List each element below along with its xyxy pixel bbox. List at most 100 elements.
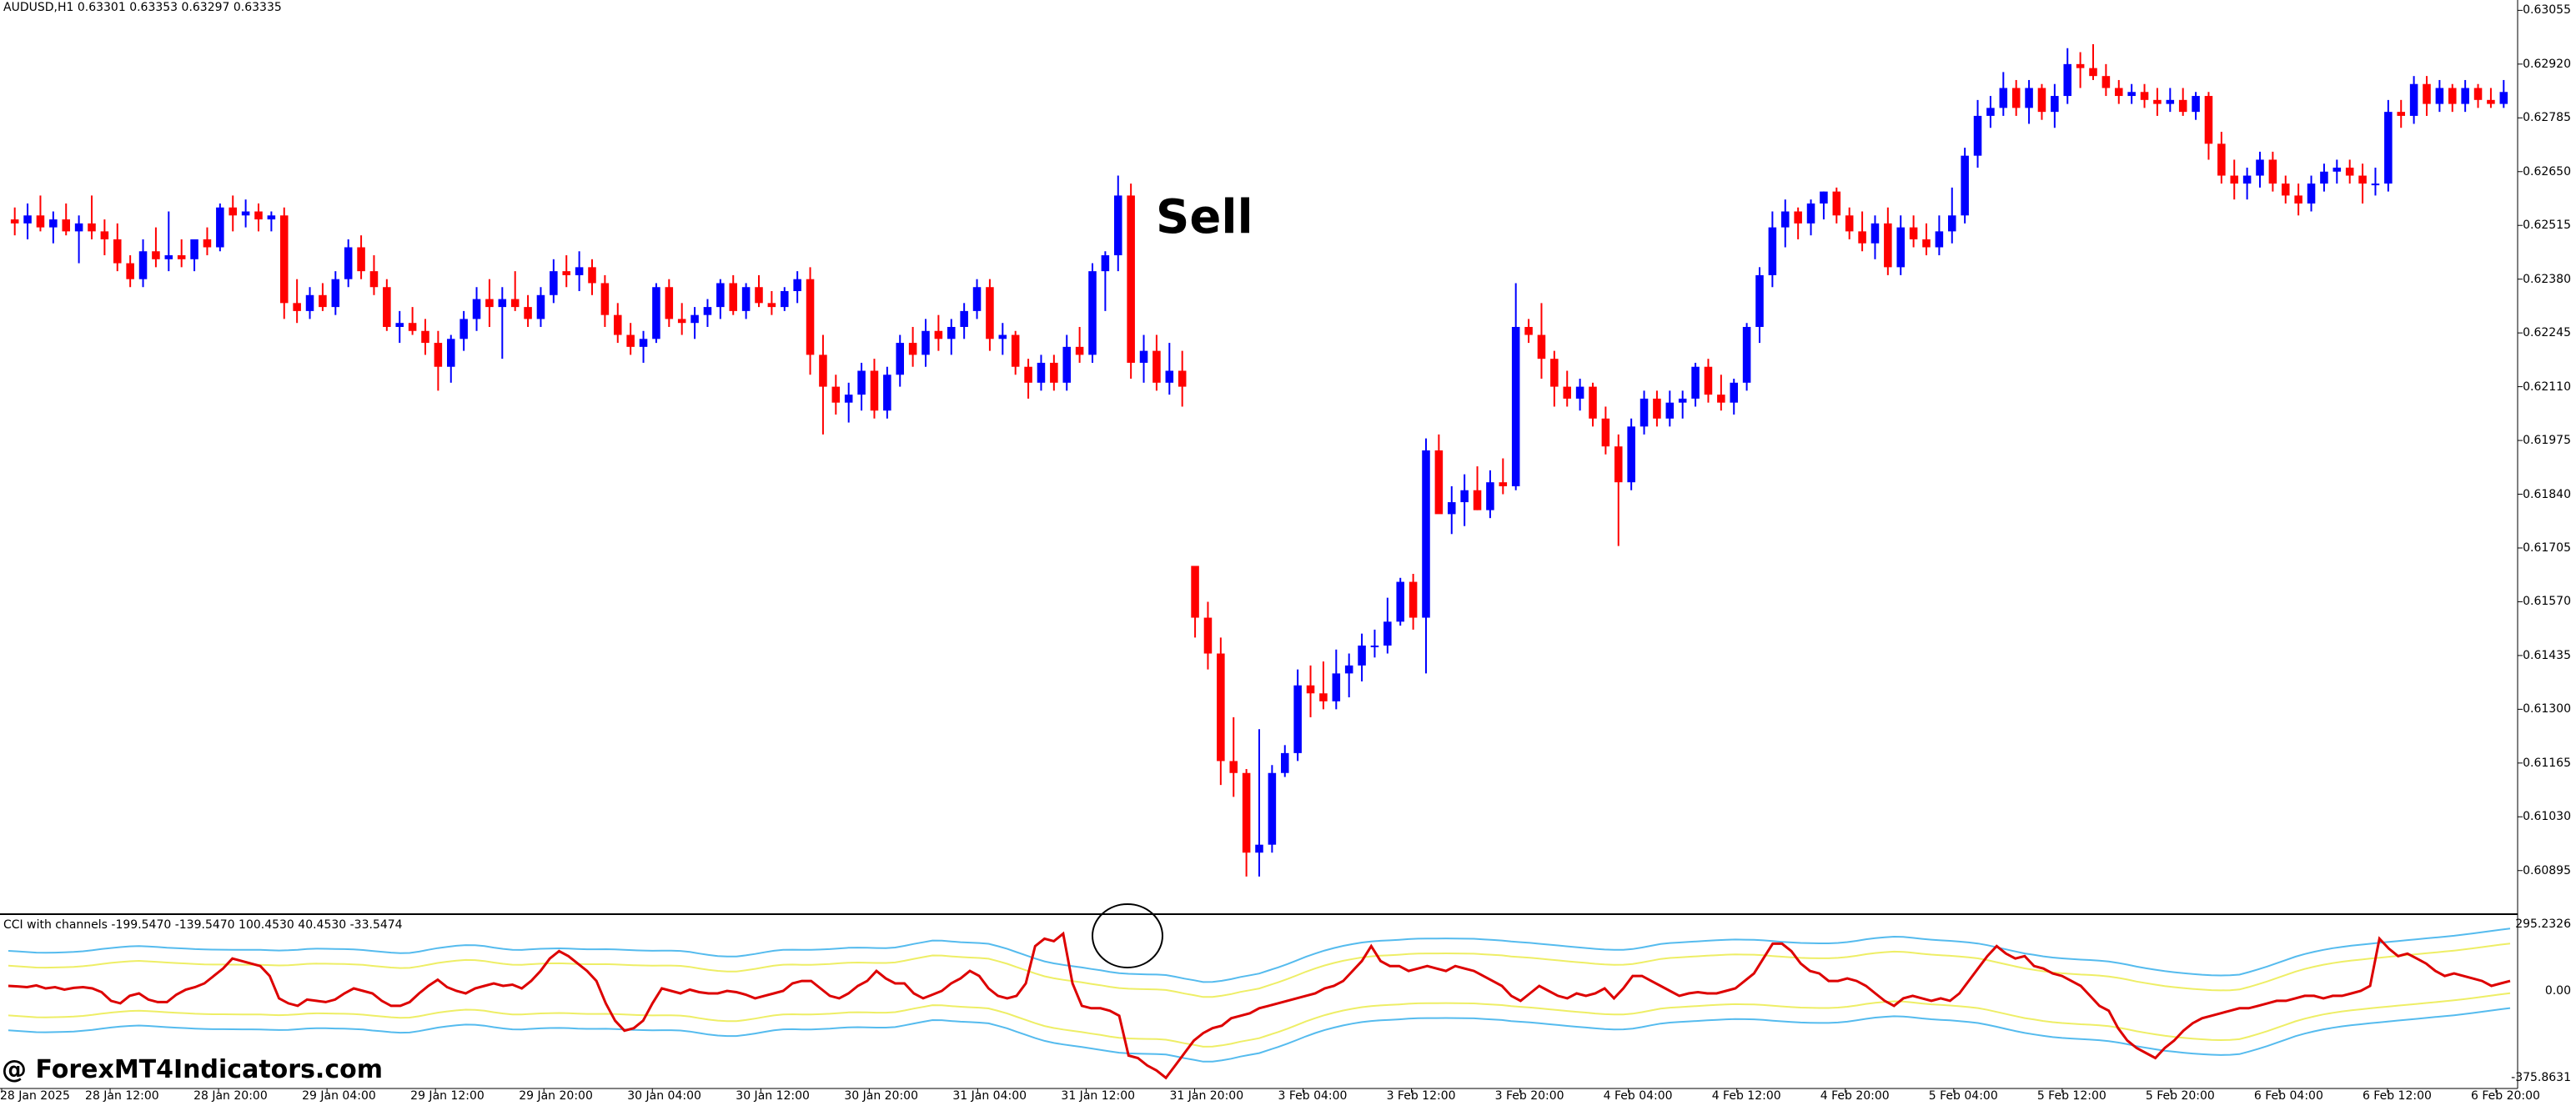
candle-body: [652, 287, 660, 339]
candle-body: [1896, 227, 1905, 268]
candle-body: [1589, 386, 1597, 419]
candle-body: [1768, 227, 1777, 275]
sell-signal-circle: [1092, 903, 1163, 968]
price-axis-label: 0.61975: [2523, 434, 2571, 448]
time-axis-label: 6 Feb 20:00: [2471, 1089, 2540, 1103]
candle-body: [408, 323, 417, 331]
candle-body: [2332, 167, 2342, 172]
candle-body: [1396, 581, 1404, 622]
candle-body: [2192, 96, 2200, 113]
candle-body: [626, 334, 635, 347]
price-axis-label: 0.62650: [2523, 164, 2571, 178]
candle-body: [1665, 402, 1675, 419]
candle-body: [1820, 191, 1828, 204]
candle-body: [2423, 83, 2431, 104]
candle-body: [1832, 191, 1841, 216]
candle-body: [510, 299, 520, 308]
candle-body: [421, 330, 429, 344]
candle-body: [793, 279, 801, 292]
main-price-candles: [10, 43, 2508, 877]
indicator-axis-label: 0.00: [2544, 983, 2571, 998]
candle-body: [1050, 362, 1058, 383]
candle-body: [1640, 398, 1649, 427]
candle-body: [2487, 99, 2495, 104]
candle-body: [1075, 346, 1084, 355]
candle-body: [138, 251, 148, 279]
candle-body: [921, 330, 930, 355]
time-axis-label: 6 Feb 04:00: [2253, 1089, 2323, 1103]
candle-body: [2448, 88, 2457, 104]
candle-body: [1088, 271, 1097, 355]
candle-body: [2076, 63, 2085, 68]
candle-body: [177, 255, 186, 259]
candle-body: [113, 239, 122, 264]
candle-body: [2217, 143, 2226, 176]
time-axis-label: 4 Feb 12:00: [1711, 1089, 1781, 1103]
candle-body: [1742, 326, 1751, 383]
candle-body: [74, 223, 83, 232]
candle-body: [741, 287, 751, 311]
candle-body: [2384, 112, 2393, 184]
candle-body: [2358, 175, 2367, 184]
candle-body: [1460, 490, 1469, 503]
sell-label: Sell: [1156, 190, 1253, 244]
candle-body: [1191, 566, 1199, 618]
candle-body: [164, 255, 173, 259]
candle-body: [2307, 183, 2316, 204]
candle-body: [1563, 386, 1571, 399]
candle-body: [767, 303, 776, 308]
candle-body: [1922, 239, 1931, 248]
time-axis-label: 3 Feb 20:00: [1494, 1089, 1564, 1103]
time-axis-label: 4 Feb 20:00: [1820, 1089, 1890, 1103]
candle-body: [2345, 167, 2354, 176]
candle-body: [2435, 88, 2444, 104]
candle-body: [1203, 617, 1213, 654]
candle-body: [447, 339, 455, 367]
candle-body: [1781, 211, 1790, 228]
candle-body: [1062, 346, 1071, 383]
symbol-info: AUDUSD,H1 0.63301 0.63353 0.63297 0.6333…: [3, 1, 282, 14]
time-axis-label: 3 Feb 12:00: [1386, 1089, 1456, 1103]
candle-body: [690, 314, 699, 324]
candle-body: [2011, 88, 2021, 108]
candle-body: [357, 247, 365, 272]
candle-body: [1037, 362, 1046, 383]
candle-body: [395, 323, 404, 327]
candle-body: [2397, 112, 2405, 116]
candle-body: [781, 291, 789, 308]
time-axis-label: 31 Jan 20:00: [1169, 1089, 1244, 1103]
candle-body: [2409, 83, 2418, 116]
candle-body: [1101, 255, 1110, 272]
candle-body: [305, 294, 314, 311]
candle-body: [1601, 418, 1610, 447]
candle-body: [665, 287, 674, 319]
time-axis-label: 29 Jan 04:00: [302, 1089, 376, 1103]
candle-body: [2115, 88, 2123, 97]
candle-body: [1730, 382, 1738, 403]
indicator-info: CCI with channels -199.5470 -139.5470 10…: [3, 918, 403, 932]
candle-body: [1217, 653, 1225, 762]
candle-body: [2140, 92, 2149, 100]
cci-line: [8, 931, 2511, 1080]
candle-body: [2037, 88, 2046, 113]
candle-body: [1627, 426, 1635, 483]
candle-body: [998, 334, 1007, 339]
candle-body: [267, 215, 276, 220]
time-axis-label: 29 Jan 20:00: [519, 1089, 593, 1103]
candle-body: [203, 239, 212, 248]
candle-body: [716, 283, 725, 308]
candle-body: [331, 279, 340, 308]
candle-body: [1537, 334, 1546, 359]
price-axis-label: 0.63055: [2523, 3, 2571, 18]
candle-body: [2371, 183, 2380, 186]
candle-body: [1691, 366, 1700, 399]
candle-body: [1524, 326, 1533, 335]
candle-body: [23, 215, 32, 224]
candle-body: [1178, 370, 1187, 387]
price-axis-label: 0.61165: [2523, 756, 2571, 770]
candle-body: [2101, 76, 2111, 88]
candle-body: [1499, 482, 1508, 486]
candle-body: [1229, 761, 1238, 773]
candle-body: [293, 303, 301, 311]
price-axis-label: 0.62785: [2523, 111, 2571, 125]
